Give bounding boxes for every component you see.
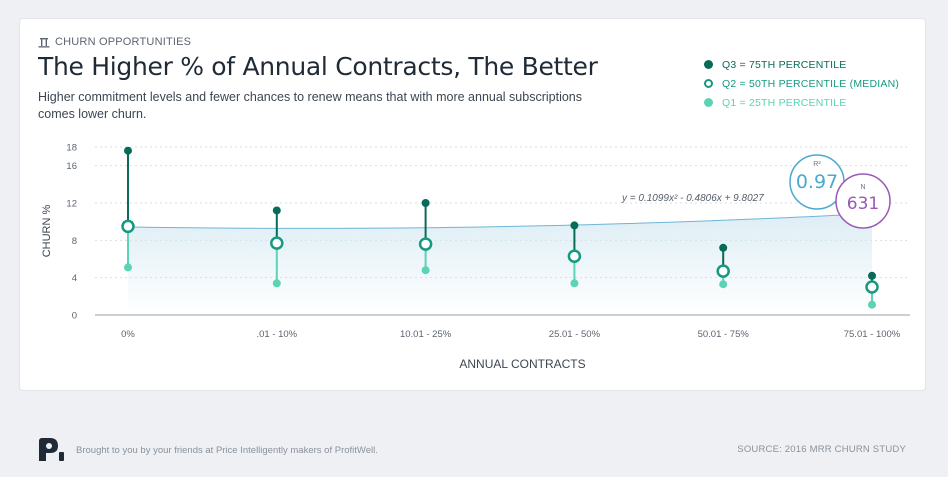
n-label: N	[860, 184, 865, 191]
trend-layer	[127, 212, 873, 315]
q3-point	[421, 199, 430, 207]
marks-layer	[121, 146, 879, 309]
q3-point	[124, 146, 132, 155]
q3-point	[272, 206, 281, 215]
eyebrow-label: CHURN OPPORTUNITIES	[55, 36, 192, 48]
q1-point	[868, 300, 876, 309]
legend-item-q3: Q3 = 75TH PERCENTILE	[704, 55, 899, 74]
q2-point	[716, 264, 730, 278]
legend-dot-q3	[704, 60, 713, 69]
y-tick-label: 12	[66, 199, 77, 210]
y-axis-title: CHURN %	[41, 205, 53, 258]
axis-layer: 0 4 8 12 16 18 0% .01 - 10% 10.01 - 25% 25.01 - 5…	[41, 143, 901, 372]
r2-badge: R² 0.97	[789, 154, 845, 210]
q1-point	[719, 280, 728, 289]
q2-point	[121, 219, 135, 234]
legend-label-q2: Q2 = 50TH PERCENTILE (MEDIAN)	[722, 77, 900, 90]
legend-item-q2: Q2 = 50TH PERCENTILE (MEDIAN)	[704, 74, 899, 93]
footer-credit: Brought to you by your friends at Price …	[76, 445, 378, 456]
legend: Q3 = 75TH PERCENTILE Q2 = 50TH PERCENTIL…	[704, 55, 899, 112]
legend-dot-q2	[704, 79, 713, 88]
equation-label: y = 0.1099x² - 0.4806x + 9.8027	[621, 193, 764, 204]
y-tick-label: 4	[72, 273, 77, 284]
building-icon	[38, 37, 50, 47]
q1-point	[124, 263, 132, 272]
legend-label-q1: Q1 = 25TH PERCENTILE	[722, 96, 847, 109]
trendline	[127, 212, 873, 229]
y-tick-label: 18	[66, 143, 77, 154]
r2-label: R²	[813, 161, 821, 168]
x-tick-label: 0%	[121, 329, 135, 340]
q3-point	[868, 271, 876, 280]
x-tick-label: .01 - 10%	[256, 329, 297, 340]
q1-point	[272, 279, 281, 288]
x-tick-label: 75.01 - 100%	[844, 329, 901, 340]
x-tick-label: 10.01 - 25%	[400, 329, 452, 340]
x-tick-label: 25.01 - 50%	[549, 329, 601, 340]
page-title: The Higher % of Annual Contracts, The Be…	[38, 52, 598, 81]
q2-point	[567, 249, 582, 263]
y-tick-label: 0	[72, 311, 77, 322]
n-circle	[835, 173, 891, 229]
q1-point	[421, 266, 430, 275]
q2-point	[418, 237, 433, 251]
page-subtitle: Higher commitment levels and fewer chanc…	[38, 90, 583, 121]
r2-value: 0.97	[796, 171, 838, 193]
q2-point	[270, 236, 284, 250]
n-value: 631	[847, 194, 879, 214]
x-tick-label: 50.01 - 75%	[698, 329, 750, 340]
q3-point	[570, 221, 579, 230]
q2-point	[865, 280, 879, 294]
chart-canvas: 0 4 8 12 16 18 0% .01 - 10% 10.01 - 25% 25.01 - 5…	[41, 143, 910, 372]
y-tick-label: 8	[72, 236, 77, 247]
y-tick-label: 16	[66, 161, 77, 172]
x-axis-title: ANNUAL CONTRACTS	[459, 357, 585, 371]
footer-source: SOURCE: 2016 MRR CHURN STUDY	[737, 444, 906, 455]
n-badge: N 631	[835, 173, 891, 229]
trend-area	[128, 213, 872, 315]
chart-card: 0 4 8 12 16 18 0% .01 - 10% 10.01 - 25% 25.01 - 5…	[19, 18, 926, 391]
profitwell-logo	[39, 438, 64, 461]
q1-point	[570, 279, 579, 288]
legend-label-q3: Q3 = 75TH PERCENTILE	[722, 58, 847, 71]
legend-item-q1: Q1 = 25TH PERCENTILE	[704, 93, 899, 112]
q3-point	[719, 243, 728, 252]
legend-dot-q1	[704, 98, 713, 107]
eyebrow: CHURN OPPORTUNITIES	[38, 36, 191, 48]
